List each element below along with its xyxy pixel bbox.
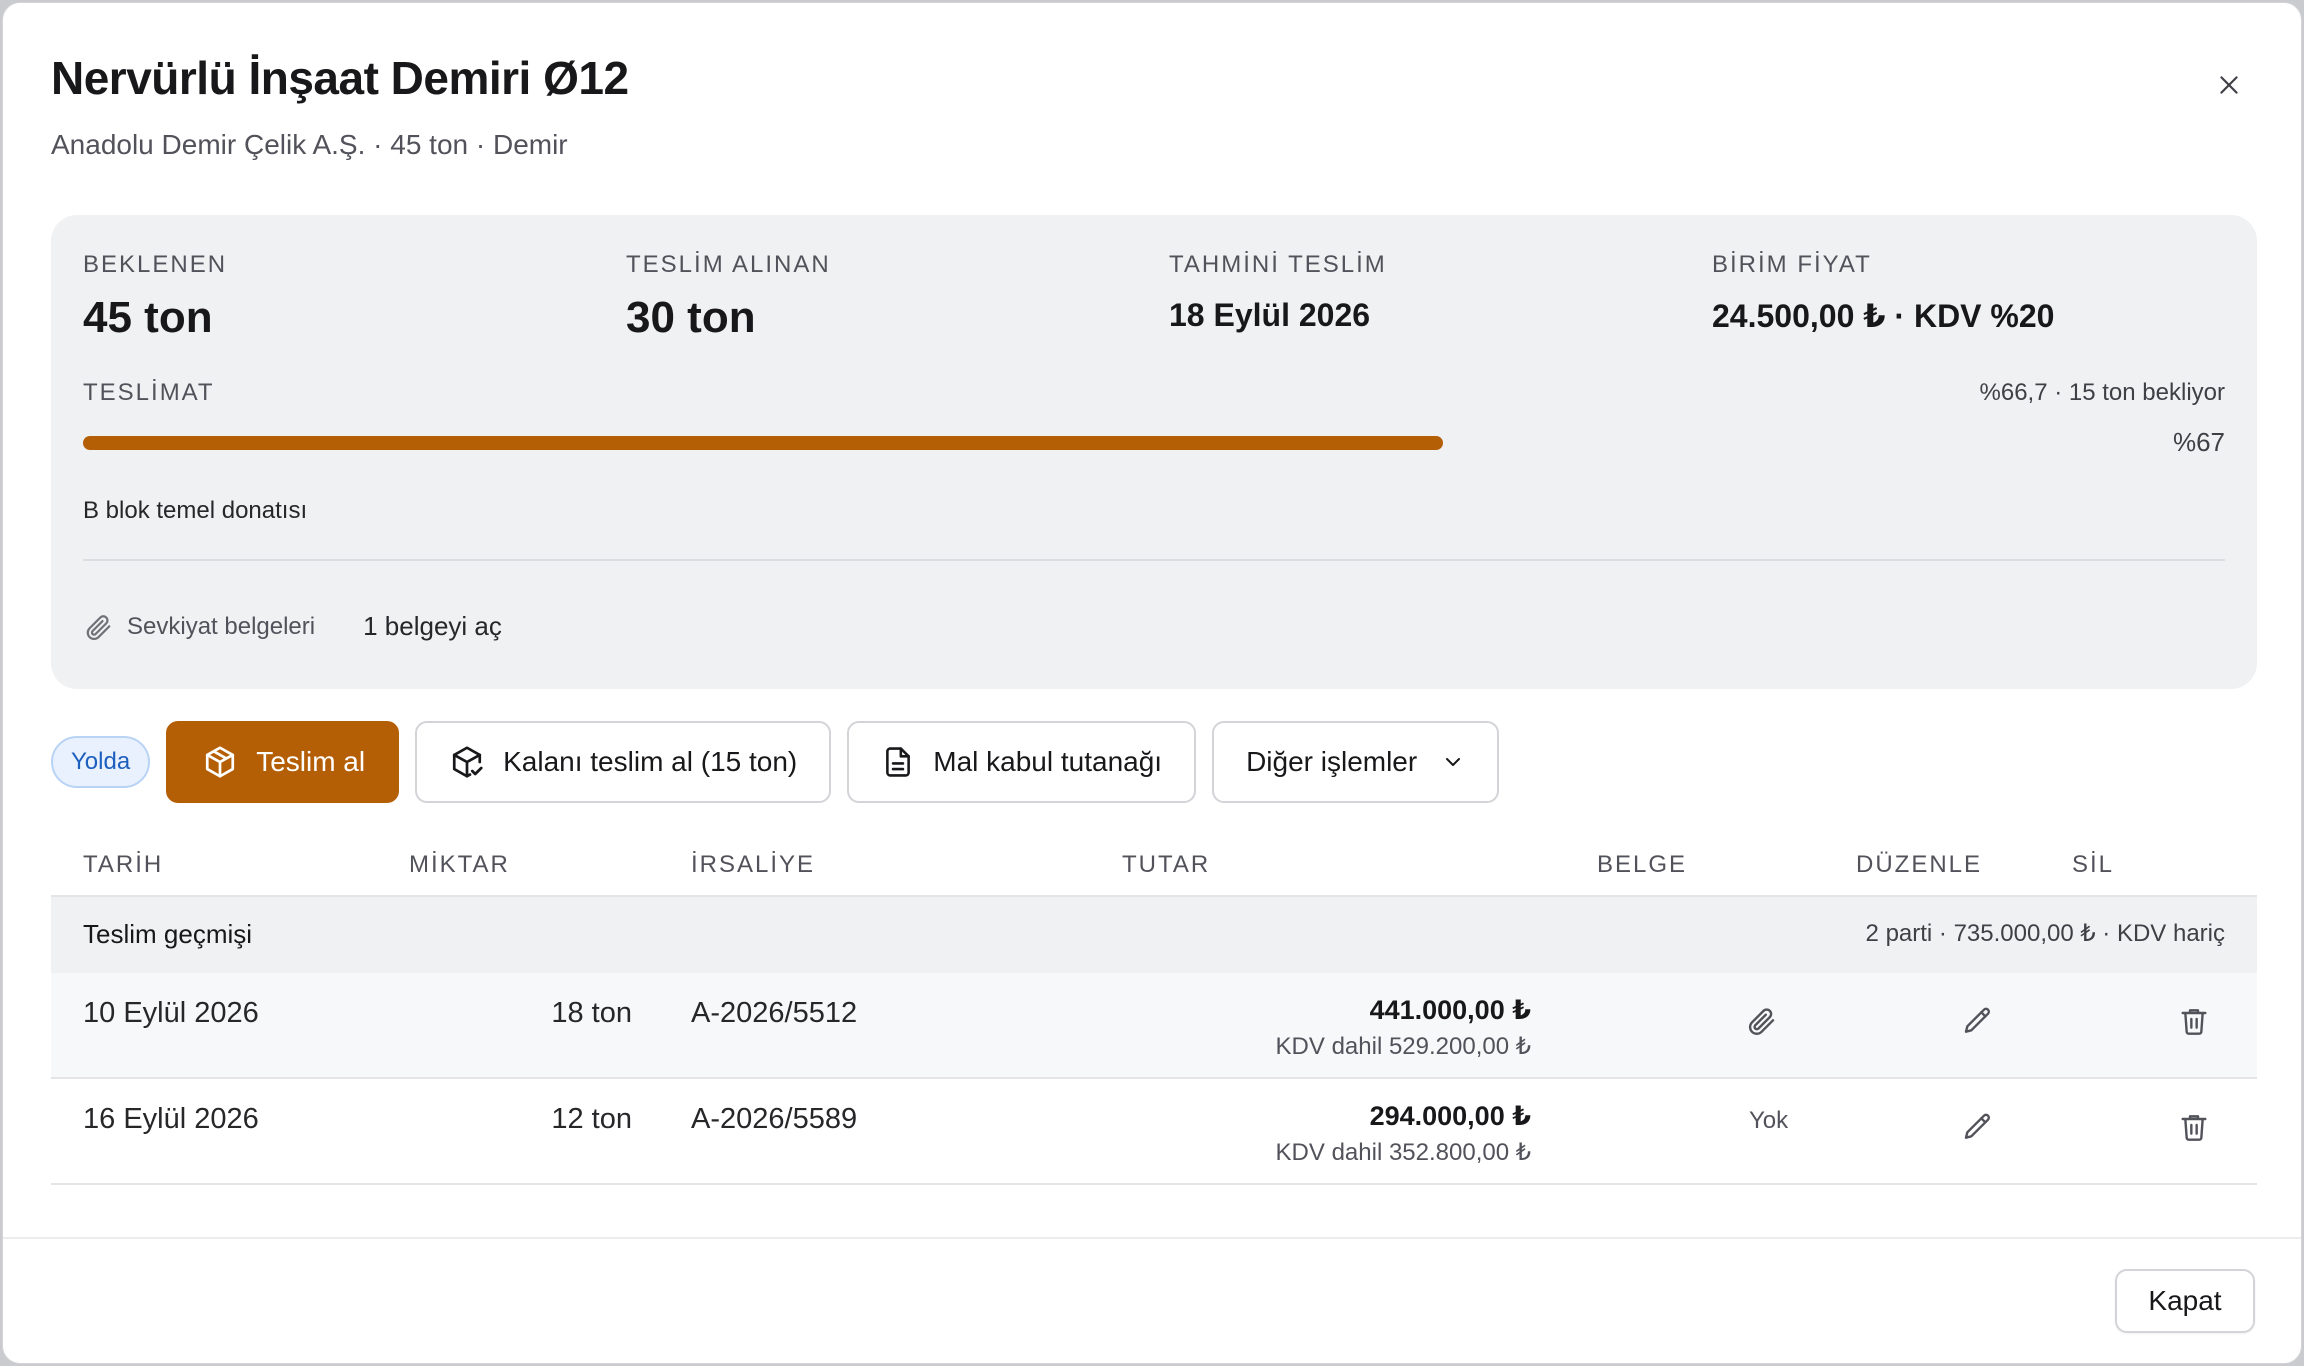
delivery-note: B blok temel donatısı bbox=[83, 497, 308, 524]
group-row: Teslim geçmişi 2 parti · 735.000,00 ₺ · … bbox=[51, 897, 2257, 973]
stat-expected: BEKLENEN 45 ton bbox=[83, 251, 227, 343]
card-divider bbox=[83, 559, 2225, 561]
delivery-progress-fill bbox=[83, 436, 1443, 450]
document-icon bbox=[886, 747, 911, 777]
column-document: BELGE bbox=[1597, 851, 1688, 878]
row-quantity: 12 ton bbox=[551, 1103, 632, 1135]
open-documents-link[interactable]: 1 belgeyi aç bbox=[363, 611, 502, 641]
row-amount-net: 441.000,00 ₺ bbox=[1369, 995, 1531, 1025]
receive-button[interactable]: Teslim al bbox=[166, 721, 400, 803]
delivery-percent: %67 bbox=[2172, 427, 2225, 457]
stat-received-value: 30 ton bbox=[626, 293, 756, 342]
close-dialog-button[interactable]: Kapat bbox=[2115, 1269, 2255, 1333]
footer-divider bbox=[3, 1237, 2301, 1239]
row-waybill: A-2026/5589 bbox=[691, 1103, 858, 1135]
stat-unit-price-value: 24.500,00 ₺ · KDV %20 bbox=[1712, 298, 2055, 334]
row-attachment-button[interactable] bbox=[1739, 999, 1783, 1043]
column-delete: SİL bbox=[2072, 851, 2115, 878]
delivery-history-table: TARİH MİKTAR İRSALİYE TUTAR BELGE DÜZENL… bbox=[51, 831, 2257, 1185]
stat-expected-label: BEKLENEN bbox=[83, 251, 228, 278]
row-date: 16 Eylül 2026 bbox=[83, 1103, 259, 1135]
row-date: 10 Eylül 2026 bbox=[83, 997, 259, 1029]
delivery-progress-bar bbox=[83, 436, 2225, 450]
summary-card: BEKLENEN 45 ton TESLİM ALINAN 30 ton TAH… bbox=[51, 215, 2257, 689]
stat-expected-value: 45 ton bbox=[83, 293, 213, 342]
package-icon bbox=[206, 746, 235, 778]
chevron-down-icon bbox=[1446, 758, 1461, 766]
dialog-title: Nervürlü İnşaat Demiri Ø12 bbox=[51, 52, 629, 104]
stat-estimated-delivery: TAHMİNİ TESLİM 18 Eylül 2026 bbox=[1169, 251, 1387, 334]
shipping-documents-label: Sevkiyat belgeleri bbox=[127, 612, 316, 640]
column-quantity: MİKTAR bbox=[409, 851, 510, 878]
table-row: 10 Eylül 2026 18 ton A-2026/5512 441.000… bbox=[51, 973, 2257, 1079]
shipping-documents-row: Sevkiyat belgeleri 1 belgeyi aç bbox=[83, 611, 502, 642]
stat-received: TESLİM ALINAN 30 ton bbox=[626, 251, 831, 343]
paperclip-icon bbox=[1748, 1008, 1775, 1035]
dialog-subtitle: Anadolu Demir Çelik A.Ş. · 45 ton · Demi… bbox=[51, 129, 568, 160]
row-delete-button[interactable] bbox=[2172, 999, 2216, 1043]
group-title: Teslim geçmişi bbox=[83, 919, 253, 949]
stat-unit-price: BİRİM FİYAT 24.500,00 ₺ · KDV %20 bbox=[1712, 251, 2054, 335]
close-icon bbox=[2220, 76, 2238, 94]
row-edit-button[interactable] bbox=[1956, 999, 2000, 1043]
receive-button-label: Teslim al bbox=[256, 746, 366, 777]
paperclip-icon bbox=[86, 614, 111, 640]
row-quantity: 18 ton bbox=[551, 997, 632, 1029]
column-date: TARİH bbox=[83, 851, 164, 878]
receive-remaining-button[interactable]: Kalanı teslim al (15 ton) bbox=[415, 721, 832, 803]
package-check-icon bbox=[453, 746, 483, 778]
stat-unit-price-label: BİRİM FİYAT bbox=[1712, 251, 1872, 278]
row-no-document: Yok bbox=[1749, 1107, 1789, 1134]
column-edit: DÜZENLE bbox=[1856, 851, 1983, 878]
more-actions-label: Diğer işlemler bbox=[1246, 746, 1418, 777]
delivery-status: %66,7 · 15 ton bekliyor bbox=[1979, 379, 2225, 406]
action-bar: Yolda Teslim al Kalanı teslim al (15 ton… bbox=[51, 721, 1500, 803]
pencil-icon bbox=[1964, 1113, 1991, 1139]
pencil-icon bbox=[1964, 1007, 1991, 1033]
stat-received-label: TESLİM ALINAN bbox=[626, 251, 831, 278]
row-amount-vat: KDV dahil 529.200,00 ₺ bbox=[1275, 1033, 1531, 1060]
table-row: 16 Eylül 2026 12 ton A-2026/5589 294.000… bbox=[51, 1079, 2257, 1185]
receive-remaining-label: Kalanı teslim al (15 ton) bbox=[503, 746, 798, 777]
row-delete-button[interactable] bbox=[2172, 1105, 2216, 1149]
trash-icon bbox=[2181, 1009, 2207, 1035]
column-amount: TUTAR bbox=[1122, 851, 1211, 878]
status-badge: Yolda bbox=[51, 736, 151, 788]
group-summary: 2 parti · 735.000,00 ₺ · KDV hariç bbox=[1865, 920, 2225, 947]
more-actions-dropdown[interactable]: Diğer işlemler bbox=[1212, 721, 1500, 803]
row-amount-net: 294.000,00 ₺ bbox=[1369, 1101, 1531, 1131]
row-amount: 441.000,00 ₺ KDV dahil 529.200,00 ₺ bbox=[1276, 995, 1531, 1061]
row-waybill: A-2026/5512 bbox=[691, 997, 858, 1029]
acceptance-report-label: Mal kabul tutanağı bbox=[933, 746, 1163, 777]
row-edit-button[interactable] bbox=[1956, 1105, 2000, 1149]
acceptance-report-button[interactable]: Mal kabul tutanağı bbox=[847, 721, 1197, 803]
table-header: TARİH MİKTAR İRSALİYE TUTAR BELGE DÜZENL… bbox=[51, 831, 2257, 897]
delivery-label: TESLİMAT bbox=[83, 379, 215, 406]
close-button[interactable] bbox=[2207, 63, 2251, 107]
row-amount-vat: KDV dahil 352.800,00 ₺ bbox=[1275, 1139, 1531, 1166]
row-amount: 294.000,00 ₺ KDV dahil 352.800,00 ₺ bbox=[1276, 1101, 1531, 1167]
trash-icon bbox=[2181, 1115, 2207, 1141]
column-waybill: İRSALİYE bbox=[691, 851, 816, 878]
stat-estimated-delivery-value: 18 Eylül 2026 bbox=[1169, 297, 1371, 333]
stat-estimated-delivery-label: TAHMİNİ TESLİM bbox=[1169, 251, 1387, 278]
